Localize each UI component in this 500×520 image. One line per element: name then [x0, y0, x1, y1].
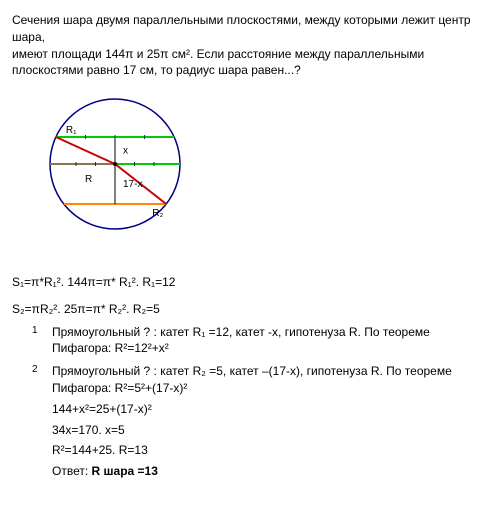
step-2: 2 Прямоугольный ? : катет R₂ =5, катет –… — [52, 363, 488, 397]
calc-2: 34x=170. x=5 — [52, 422, 488, 439]
step-1-line1: Прямоугольный ? : катет R₁ =12, катет -x… — [52, 325, 430, 339]
answer-value: R шара =13 — [92, 464, 158, 478]
step-2-line1: Прямоугольный ? : катет R₂ =5, катет –(1… — [52, 364, 452, 378]
problem-line1: Сечения шара двумя параллельными плоскос… — [12, 13, 471, 44]
problem-line3: плоскостями равно 17 см, то радиус шара … — [12, 63, 301, 77]
step-1-line2: Пифагора: R²=12²+x² — [52, 341, 169, 355]
answer-line: Ответ: R шара =13 — [52, 463, 488, 480]
eq-s2: S₂=πR₂². 25π=π* R₂². R₂=5 — [12, 301, 488, 318]
step-1: 1 Прямоугольный ? : катет R₁ =12, катет … — [52, 324, 488, 358]
eq-s1: S₁=π*R₁². 144π=π* R₁². R₁=12 — [12, 274, 488, 291]
step-2-num: 2 — [32, 363, 38, 377]
svg-text:R₂: R₂ — [152, 208, 163, 219]
svg-text:R: R — [85, 174, 92, 185]
svg-text:17-x: 17-x — [123, 179, 142, 190]
step-1-num: 1 — [32, 324, 38, 338]
svg-text:R₁: R₁ — [66, 125, 77, 136]
calc-1: 144+x²=25+(17-x)² — [52, 401, 488, 418]
svg-text:x: x — [123, 146, 128, 157]
problem-statement: Сечения шара двумя параллельными плоскос… — [12, 12, 488, 79]
calc-3: R²=144+25. R=13 — [52, 442, 488, 459]
circle-diagram: R₁ R₂ R x 17-x — [40, 89, 488, 254]
answer-label: Ответ: — [52, 464, 92, 478]
diagram-svg: R₁ R₂ R x 17-x — [40, 89, 200, 249]
step-2-line2: Пифагора: R²=5²+(17-x)² — [52, 381, 187, 395]
problem-line2: имеют площади 144π и 25π см². Если расст… — [12, 47, 424, 61]
